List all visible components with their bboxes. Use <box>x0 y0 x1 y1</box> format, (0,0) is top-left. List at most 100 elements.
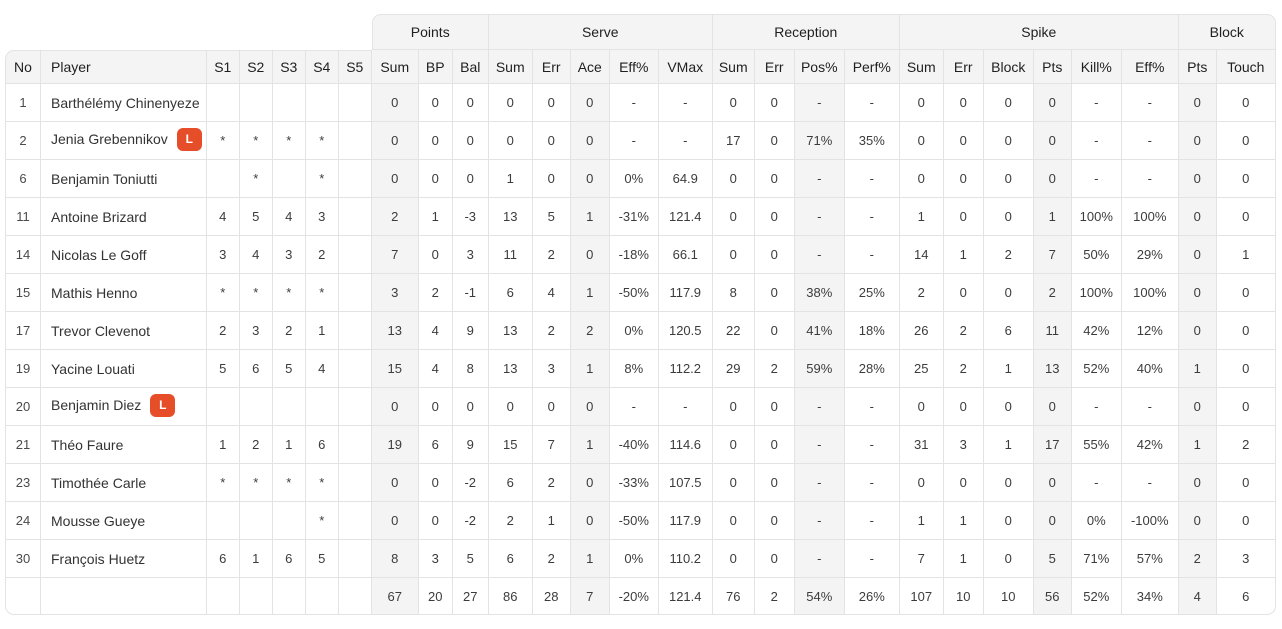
stat-cell: 0 <box>1216 388 1276 426</box>
set-s4-cell: * <box>305 122 339 160</box>
set-s5-cell <box>338 84 372 122</box>
stat-cell: 6 <box>488 274 533 312</box>
player-name: Timothée Carle <box>51 474 147 491</box>
column-header-no-0: No <box>5 50 41 84</box>
set-s5-cell <box>338 312 372 350</box>
stat-cell: - <box>844 464 900 502</box>
stat-cell: - <box>1071 122 1122 160</box>
set-s2-cell: 2 <box>239 426 273 464</box>
stat-cell: 3 <box>418 540 453 578</box>
set-s2-cell <box>239 502 273 540</box>
stat-cell: 0 <box>371 388 419 426</box>
column-header-perfpct-18: Perf% <box>844 50 900 84</box>
stat-cell: 0 <box>1216 122 1276 160</box>
totals-stat-cell: 28 <box>532 578 571 615</box>
stat-cell: 0 <box>1178 274 1217 312</box>
stat-cell: 0 <box>754 122 795 160</box>
stat-cell: - <box>1121 160 1179 198</box>
stat-cell: 0 <box>371 160 419 198</box>
stat-cell: 35% <box>844 122 900 160</box>
set-s1-cell <box>206 388 240 426</box>
set-s3-cell <box>272 160 306 198</box>
stat-cell: 1 <box>570 540 610 578</box>
stat-cell: 0 <box>452 84 489 122</box>
totals-stat-cell: 54% <box>794 578 845 615</box>
stat-cell: 0 <box>712 426 755 464</box>
stat-cell: 5 <box>452 540 489 578</box>
set-s2-cell <box>239 388 273 426</box>
stat-cell: 14 <box>899 236 944 274</box>
stat-cell: - <box>1071 388 1122 426</box>
stat-cell: 0 <box>899 84 944 122</box>
stat-cell: 29 <box>712 350 755 388</box>
stat-cell: -2 <box>452 502 489 540</box>
stat-cell: 0 <box>712 502 755 540</box>
stat-cell: 2 <box>532 540 571 578</box>
stat-cell: 0 <box>1178 464 1217 502</box>
player-row: 20 Benjamin Diez L 0 0 0 0 0 0- -0 0- -0 0 0 0- -0 0 <box>5 388 1276 426</box>
player-name: Yacine Louati <box>51 360 135 377</box>
column-header-err-11: Err <box>532 50 571 84</box>
player-row: 1 Barthélémy Chinenyeze 0 0 0 0 0 0- -0 0- -0 0 0 0- -… <box>5 84 1276 122</box>
stat-cell: 107.5 <box>658 464 713 502</box>
stat-cell: 0 <box>532 388 571 426</box>
column-header-effpct-13: Eff% <box>609 50 659 84</box>
player-name: Théo Faure <box>51 436 124 453</box>
set-s5-cell <box>338 274 372 312</box>
stat-cell: 0 <box>570 84 610 122</box>
stat-cell: 0 <box>488 388 533 426</box>
stat-cell: 1 <box>943 502 984 540</box>
stat-cell: 0 <box>983 502 1034 540</box>
player-row: 17 Trevor Clevenot 2 3 2 1 13 4 9 13 2 2 0% 120.5 22 0 4… <box>5 312 1276 350</box>
stat-cell: 0 <box>943 388 984 426</box>
stat-cell: 8 <box>712 274 755 312</box>
player-number: 11 <box>5 198 41 236</box>
set-s3-cell: 5 <box>272 350 306 388</box>
set-s3-cell <box>272 502 306 540</box>
stat-cell: 114.6 <box>658 426 713 464</box>
stat-cell: 0 <box>1178 122 1217 160</box>
set-s2-cell <box>239 84 273 122</box>
stat-cell: 2 <box>418 274 453 312</box>
stat-cell: 8% <box>609 350 659 388</box>
set-s5-cell <box>338 426 372 464</box>
stat-cell: 5 <box>1033 540 1072 578</box>
set-s2-cell: * <box>239 274 273 312</box>
stat-cell: 112.2 <box>658 350 713 388</box>
set-s3-cell: 3 <box>272 236 306 274</box>
stat-cell: 0 <box>1216 350 1276 388</box>
stat-cell: 0 <box>983 84 1034 122</box>
stat-cell: 0 <box>532 160 571 198</box>
stat-cell: 0 <box>712 540 755 578</box>
stat-cell: 2 <box>754 350 795 388</box>
player-row: 2 Jenia Grebennikov L * * * * 0 0 0 0 0 0- -17 0 71% 35%… <box>5 122 1276 160</box>
libero-badge: L <box>150 394 176 417</box>
stat-cell: 0 <box>712 236 755 274</box>
player-row: 6 Benjamin Toniutti * * 0 0 0 1 0 0 0% 64.9 0 0- -0 0 0 0… <box>5 160 1276 198</box>
stat-cell: 0 <box>532 84 571 122</box>
stat-cell: 2 <box>570 312 610 350</box>
totals-stat-cell: 121.4 <box>658 578 713 615</box>
totals-no-cell <box>5 578 41 615</box>
stat-cell: 6 <box>983 312 1034 350</box>
stat-cell: 13 <box>1033 350 1072 388</box>
stat-cell: -1 <box>452 274 489 312</box>
set-s1-cell <box>206 502 240 540</box>
totals-stat-cell: 26% <box>844 578 900 615</box>
player-name-cell: Théo Faure <box>41 426 207 464</box>
column-header-ace-12: Ace <box>570 50 610 84</box>
stat-cell: 64.9 <box>658 160 713 198</box>
set-s3-cell: 4 <box>272 198 306 236</box>
stat-cell: 0 <box>1216 160 1276 198</box>
column-header-pospct-17: Pos% <box>794 50 845 84</box>
set-s1-cell: 1 <box>206 426 240 464</box>
stat-cell: 0 <box>1216 198 1276 236</box>
column-header-killpct-23: Kill% <box>1071 50 1122 84</box>
stat-cell: 42% <box>1071 312 1122 350</box>
totals-stat-cell: 27 <box>452 578 489 615</box>
stat-cell: 0 <box>943 84 984 122</box>
stat-cell: 0 <box>570 388 610 426</box>
stat-cell: 0 <box>1216 84 1276 122</box>
group-header-spike: Spike <box>899 14 1179 50</box>
stat-cell: 0 <box>1178 502 1217 540</box>
